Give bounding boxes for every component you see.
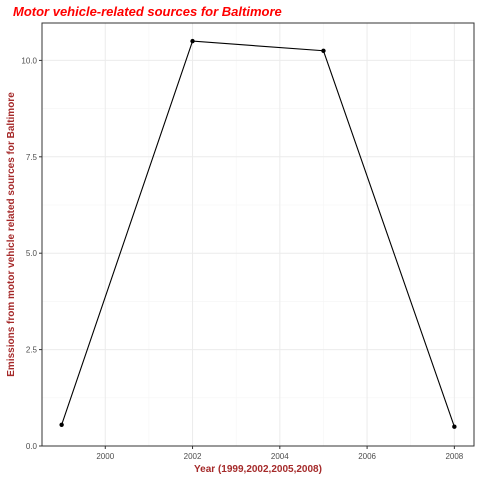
y-tick-label: 0.0 <box>26 442 38 451</box>
data-point <box>452 424 457 429</box>
y-axis-title: Emissions from motor vehicle related sou… <box>6 92 17 377</box>
x-tick-label: 2008 <box>445 452 463 461</box>
data-point <box>59 422 64 427</box>
chart-title: Motor vehicle-related sources for Baltim… <box>13 4 282 19</box>
y-tick-label: 10.0 <box>21 56 37 65</box>
series-points <box>59 38 457 429</box>
data-point <box>190 38 195 44</box>
major-grid <box>42 23 474 447</box>
x-tick-label: 2006 <box>358 452 376 461</box>
y-tick-label: 7.5 <box>26 153 38 162</box>
y-tick-label: 2.5 <box>26 346 38 355</box>
y-axis-ticks: 0.0 2.5 5.0 7.5 10.0 <box>21 56 42 451</box>
panel-border <box>41 22 475 447</box>
x-axis-ticks: 2000 2002 2004 2006 2008 <box>96 446 464 461</box>
data-point <box>321 48 326 53</box>
y-tick-label: 5.0 <box>26 249 38 258</box>
series-line <box>61 40 455 427</box>
minor-grid <box>42 23 474 446</box>
x-tick-label: 2000 <box>96 452 114 461</box>
x-tick-label: 2002 <box>184 452 202 461</box>
x-axis-title: Year (1999,2002,2005,2008) <box>194 464 322 475</box>
x-tick-label: 2004 <box>271 452 289 461</box>
